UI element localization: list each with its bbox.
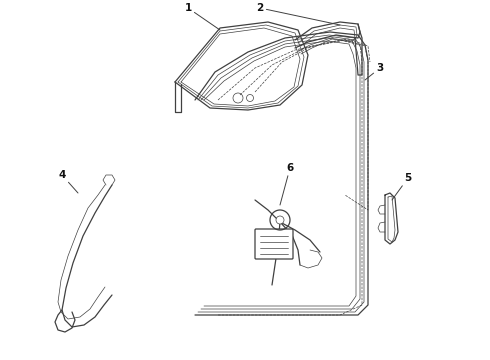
Text: 6: 6: [280, 163, 294, 205]
Text: 2: 2: [256, 3, 340, 25]
Text: 5: 5: [392, 173, 412, 200]
Circle shape: [276, 216, 284, 224]
Text: 3: 3: [365, 63, 384, 80]
Text: 4: 4: [58, 170, 78, 193]
Text: 1: 1: [184, 3, 220, 30]
FancyBboxPatch shape: [255, 229, 293, 259]
